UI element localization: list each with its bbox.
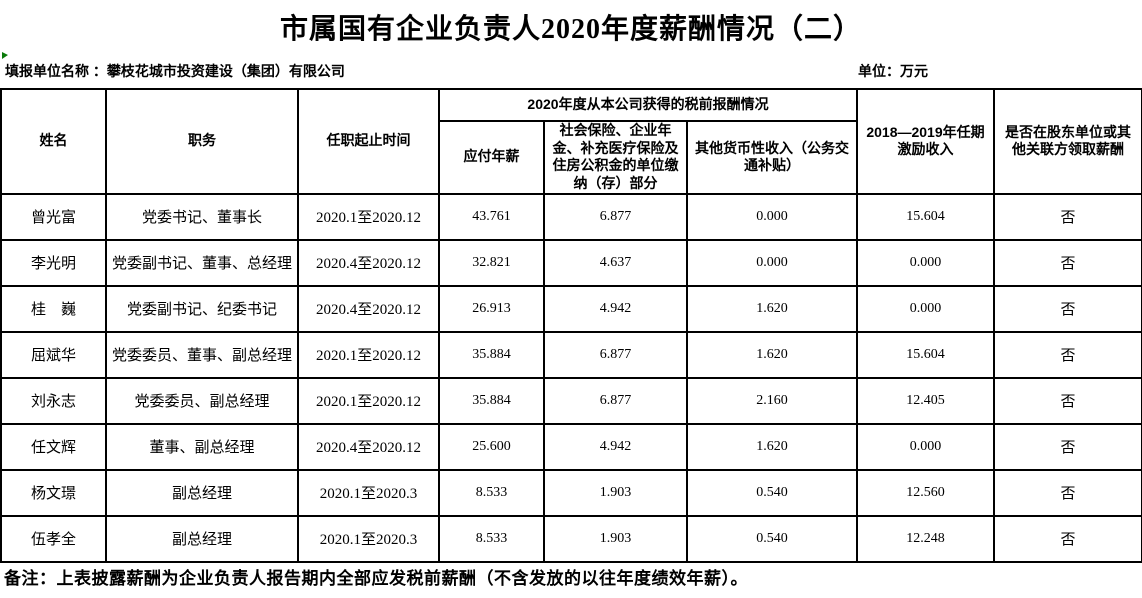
cell-salary: 8.533 — [438, 514, 545, 563]
cell-name: 刘永志 — [0, 376, 107, 425]
cell-position: 副总经理 — [105, 514, 299, 563]
cell-salary: 26.913 — [438, 284, 545, 333]
table-row: 桂 巍 党委副书记、纪委书记 2020.4至2020.12 26.913 4.9… — [0, 284, 1142, 333]
cell-other: 0.000 — [686, 238, 858, 287]
cell-name: 屈斌华 — [0, 330, 107, 379]
cell-position: 党委委员、副总经理 — [105, 376, 299, 425]
cell-insurance: 4.637 — [543, 238, 688, 287]
cell-related: 否 — [993, 514, 1142, 563]
cell-tenure: 2020.4至2020.12 — [297, 284, 440, 333]
cell-position: 副总经理 — [105, 468, 299, 517]
table-row: 伍孝全 副总经理 2020.1至2020.3 8.533 1.903 0.540… — [0, 514, 1142, 563]
cell-incentive: 0.000 — [856, 238, 995, 287]
cell-name: 桂 巍 — [0, 284, 107, 333]
cell-other: 0.000 — [686, 192, 858, 241]
cell-salary: 8.533 — [438, 468, 545, 517]
cell-salary: 35.884 — [438, 376, 545, 425]
cell-other: 0.540 — [686, 468, 858, 517]
table-row: 任文辉 董事、副总经理 2020.4至2020.12 25.600 4.942 … — [0, 422, 1142, 471]
cell-other: 1.620 — [686, 330, 858, 379]
cell-tenure: 2020.4至2020.12 — [297, 238, 440, 287]
cell-related: 否 — [993, 330, 1142, 379]
cell-tenure: 2020.1至2020.12 — [297, 376, 440, 425]
cell-other: 0.540 — [686, 514, 858, 563]
cell-incentive: 15.604 — [856, 330, 995, 379]
header-row-group: 姓名 职务 任职起止时间 2020年度从本公司获得的税前报酬情况 2018—20… — [0, 88, 1142, 195]
col-header-incentive: 2018—2019年任期激励收入 — [856, 88, 995, 195]
cell-tenure: 2020.1至2020.12 — [297, 330, 440, 379]
report-unit-label: 填报单位名称 ：攀枝花城市投资建设（集团）有限公司 — [5, 63, 345, 79]
cell-related: 否 — [993, 468, 1142, 517]
cell-name: 伍孝全 — [0, 514, 107, 563]
cell-related: 否 — [993, 422, 1142, 471]
cell-insurance: 1.903 — [543, 514, 688, 563]
cell-incentive: 12.405 — [856, 376, 995, 425]
cell-insurance: 6.877 — [543, 330, 688, 379]
cell-other: 2.160 — [686, 376, 858, 425]
cell-salary: 35.884 — [438, 330, 545, 379]
page-title: 市属国有企业负责人2020年度薪酬情况（二） — [279, 14, 862, 45]
cell-name: 任文辉 — [0, 422, 107, 471]
cell-position: 党委副书记、纪委书记 — [105, 284, 299, 333]
cell-name: 曾光富 — [0, 192, 107, 241]
table-row: 李光明 党委副书记、董事、总经理 2020.4至2020.12 32.821 4… — [0, 238, 1142, 287]
unit-label: 单位：万元 — [858, 63, 928, 79]
cell-salary: 43.761 — [438, 192, 545, 241]
cell-name: 杨文璟 — [0, 468, 107, 517]
cell-incentive: 15.604 — [856, 192, 995, 241]
salary-table: 姓名 职务 任职起止时间 2020年度从本公司获得的税前报酬情况 2018—20… — [0, 88, 1142, 563]
cell-related: 否 — [993, 238, 1142, 287]
cell-incentive: 0.000 — [856, 422, 995, 471]
cell-insurance: 4.942 — [543, 422, 688, 471]
table-row: 屈斌华 党委委员、董事、副总经理 2020.1至2020.12 35.884 6… — [0, 330, 1142, 379]
col-header-tenure: 任职起止时间 — [297, 88, 440, 195]
cell-insurance: 4.942 — [543, 284, 688, 333]
table-row: 杨文璟 副总经理 2020.1至2020.3 8.533 1.903 0.540… — [0, 468, 1142, 517]
cell-other: 1.620 — [686, 284, 858, 333]
cell-salary: 25.600 — [438, 422, 545, 471]
col-header-related: 是否在股东单位或其他关联方领取薪酬 — [993, 88, 1142, 195]
col-header-name: 姓名 — [0, 88, 107, 195]
cell-tenure: 2020.1至2020.3 — [297, 468, 440, 517]
cell-position: 党委书记、董事长 — [105, 192, 299, 241]
cell-insurance: 6.877 — [543, 192, 688, 241]
col-header-position: 职务 — [105, 88, 299, 195]
cell-related: 否 — [993, 192, 1142, 241]
cell-incentive: 0.000 — [856, 284, 995, 333]
cell-insurance: 6.877 — [543, 376, 688, 425]
cell-incentive: 12.560 — [856, 468, 995, 517]
header-row-sub: 应付年薪 社会保险、企业年金、补充医疗保险及住房公积金的单位缴纳（存）部分 其他… — [1, 120, 1142, 195]
cell-incentive: 12.248 — [856, 514, 995, 563]
cell-related: 否 — [993, 376, 1142, 425]
table-row: 曾光富 党委书记、董事长 2020.1至2020.12 43.761 6.877… — [0, 192, 1142, 241]
table-row: 刘永志 党委委员、副总经理 2020.1至2020.12 35.884 6.87… — [0, 376, 1142, 425]
cell-tenure: 2020.4至2020.12 — [297, 422, 440, 471]
cell-other: 1.620 — [686, 422, 858, 471]
col-header-salary: 应付年薪 — [438, 120, 545, 195]
green-corner-mark-icon — [2, 52, 8, 59]
cell-tenure: 2020.1至2020.3 — [297, 514, 440, 563]
cell-tenure: 2020.1至2020.12 — [297, 192, 440, 241]
col-header-group: 2020年度从本公司获得的税前报酬情况 — [438, 88, 858, 122]
cell-position: 董事、副总经理 — [105, 422, 299, 471]
col-header-insurance: 社会保险、企业年金、补充医疗保险及住房公积金的单位缴纳（存）部分 — [543, 120, 688, 195]
cell-related: 否 — [993, 284, 1142, 333]
cell-insurance: 1.903 — [543, 468, 688, 517]
cell-position: 党委委员、董事、副总经理 — [105, 330, 299, 379]
cell-name: 李光明 — [0, 238, 107, 287]
col-header-other-income: 其他货币性收入（公务交通补贴） — [686, 120, 858, 195]
footnote: 备注：上表披露薪酬为企业负责人报告期内全部应发税前薪酬（不含发放的以往年度绩效年… — [4, 569, 748, 588]
cell-salary: 32.821 — [438, 238, 545, 287]
cell-position: 党委副书记、董事、总经理 — [105, 238, 299, 287]
